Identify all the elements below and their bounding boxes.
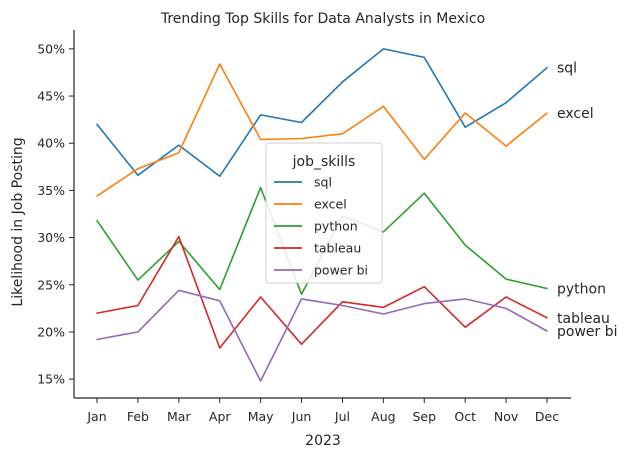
x-axis-title: 2023 <box>305 433 341 449</box>
legend-item-label: tableau <box>314 241 361 256</box>
y-tick-label: 35% <box>37 183 65 198</box>
series-line-excel <box>96 63 548 197</box>
x-tick-label: Jun <box>291 409 312 424</box>
series-line-tableau <box>96 235 548 349</box>
y-tick-label: 30% <box>37 230 65 245</box>
end-label-sql: sql <box>557 61 577 77</box>
series-line-sql <box>96 48 548 178</box>
x-tick-label: Oct <box>454 409 476 424</box>
end-label-excel: excel <box>557 106 594 122</box>
end-label-tableau: tableau <box>557 311 610 327</box>
legend-item-label: python <box>314 219 358 234</box>
y-axis-title: Likelihood in Job Posting <box>10 137 26 306</box>
x-tick-label: Nov <box>494 409 519 424</box>
x-tick-label: Aug <box>371 409 395 424</box>
x-tick-label: May <box>248 409 274 424</box>
series-line-power-bi <box>96 289 548 382</box>
x-tick-label: Dec <box>535 409 559 424</box>
x-tick-label: Jul <box>334 409 350 424</box>
x-tick-label: Sep <box>412 409 436 424</box>
legend-item-label: excel <box>314 197 347 212</box>
y-tick-label: 25% <box>37 277 65 292</box>
y-tick-label: 20% <box>37 324 65 339</box>
x-tick-label: Jan <box>86 409 106 424</box>
y-tick-label: 45% <box>37 89 65 104</box>
y-tick-label: 15% <box>37 372 65 387</box>
legend-item-label: power bi <box>314 263 368 278</box>
end-label-python: python <box>557 282 606 298</box>
legend-item-label: sql <box>314 175 332 190</box>
x-tick-label: Apr <box>209 409 231 424</box>
y-tick-label: 50% <box>37 41 65 56</box>
series-layer <box>96 48 548 382</box>
y-tick-label: 40% <box>37 136 65 151</box>
x-tick-label: Mar <box>167 409 191 424</box>
chart-title: Trending Top Skills for Data Analysts in… <box>160 11 485 27</box>
end-label-power-bi: power bi <box>557 324 618 340</box>
legend-title: job_skills <box>292 154 356 170</box>
axes: 15% 20% 25% 30% 35% 40% 45% 50% Jan Feb Mar Apr May J… <box>37 30 571 424</box>
x-tick-label: Feb <box>127 409 149 424</box>
